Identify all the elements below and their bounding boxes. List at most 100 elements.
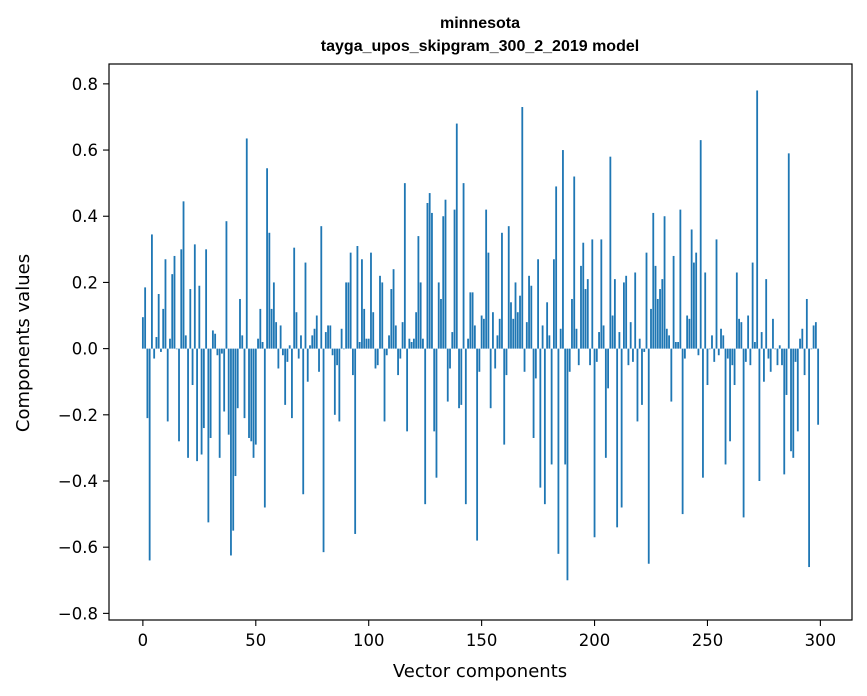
bar	[440, 298, 442, 349]
bar	[458, 348, 460, 409]
bar	[358, 342, 361, 349]
bar	[232, 348, 235, 531]
bar	[356, 246, 359, 349]
bar	[796, 348, 799, 432]
bar	[753, 342, 756, 349]
chart-title: minnesota	[440, 15, 520, 32]
bar	[562, 150, 564, 349]
bar	[182, 201, 185, 349]
bar	[557, 348, 560, 554]
bar	[623, 282, 625, 349]
bar	[672, 255, 675, 349]
bar	[403, 183, 406, 349]
bar	[250, 348, 253, 442]
bar	[711, 335, 713, 349]
bar	[417, 236, 420, 349]
bar	[392, 269, 395, 349]
bar	[659, 289, 661, 349]
bar	[808, 348, 810, 568]
bar	[618, 332, 621, 349]
bar	[449, 348, 451, 369]
bar	[510, 302, 512, 349]
y-tick-label: 0.4	[72, 207, 98, 226]
bar	[480, 315, 483, 349]
bar	[200, 348, 203, 455]
bar	[266, 168, 268, 349]
bar	[460, 348, 463, 405]
x-axis-ticks: 0 50 100 150 200 250 300	[138, 620, 836, 650]
bar	[336, 348, 338, 366]
bar	[345, 282, 348, 349]
bar	[654, 265, 657, 349]
bar	[702, 348, 704, 478]
bar	[512, 318, 515, 349]
bar	[331, 348, 334, 356]
bar	[686, 315, 689, 349]
bar	[566, 348, 569, 581]
bar	[693, 262, 695, 349]
x-tick-label: 250	[692, 631, 724, 650]
bar	[254, 348, 257, 445]
bar	[613, 279, 616, 349]
bar	[674, 342, 677, 349]
y-tick-label: 0.0	[72, 340, 98, 359]
bar	[354, 348, 357, 534]
bar	[697, 348, 700, 356]
bar	[769, 348, 772, 372]
bar	[166, 348, 169, 422]
bar	[370, 252, 372, 349]
bar	[453, 209, 456, 349]
bar	[419, 282, 422, 349]
bar	[740, 322, 743, 349]
bar	[435, 348, 438, 478]
bar	[478, 348, 481, 372]
bar	[498, 318, 501, 349]
bar	[187, 348, 189, 458]
bar	[663, 216, 666, 349]
bar	[467, 338, 469, 349]
bar	[216, 348, 219, 356]
bar	[575, 328, 578, 349]
bar	[180, 249, 183, 349]
bar	[670, 348, 673, 402]
bar	[263, 348, 266, 508]
bar	[202, 348, 205, 429]
bar	[756, 90, 759, 349]
bar	[616, 348, 619, 528]
bar	[519, 295, 521, 349]
bar	[704, 272, 707, 349]
y-tick-label: −0.4	[58, 472, 98, 491]
bar	[270, 308, 273, 349]
bar	[810, 348, 813, 350]
bar	[799, 338, 801, 349]
bar	[284, 348, 287, 405]
bar	[385, 348, 388, 356]
bar	[726, 348, 729, 359]
bar	[645, 252, 648, 349]
bar	[647, 348, 650, 564]
bar	[521, 107, 524, 349]
bar	[451, 332, 454, 349]
bar	[275, 322, 278, 349]
bar	[155, 337, 158, 349]
bar	[758, 348, 761, 481]
bar	[347, 282, 350, 349]
bar	[148, 348, 151, 561]
bar	[744, 348, 747, 362]
x-tick-label: 0	[138, 631, 149, 650]
bar	[372, 312, 375, 349]
bar	[227, 348, 230, 435]
bar	[252, 348, 255, 458]
bar	[291, 348, 293, 419]
bar	[731, 348, 734, 366]
bar	[805, 298, 808, 349]
bar	[207, 348, 210, 523]
bar	[349, 252, 352, 349]
bar	[749, 348, 752, 366]
bar	[668, 335, 670, 349]
y-axis-ticks: −0.8 −0.6 −0.4 −0.2 0.0 0.2 0.4 0.6 0.8	[58, 75, 109, 623]
bar	[151, 234, 153, 349]
bar	[523, 348, 526, 372]
bar	[765, 279, 768, 349]
bar	[327, 325, 329, 349]
